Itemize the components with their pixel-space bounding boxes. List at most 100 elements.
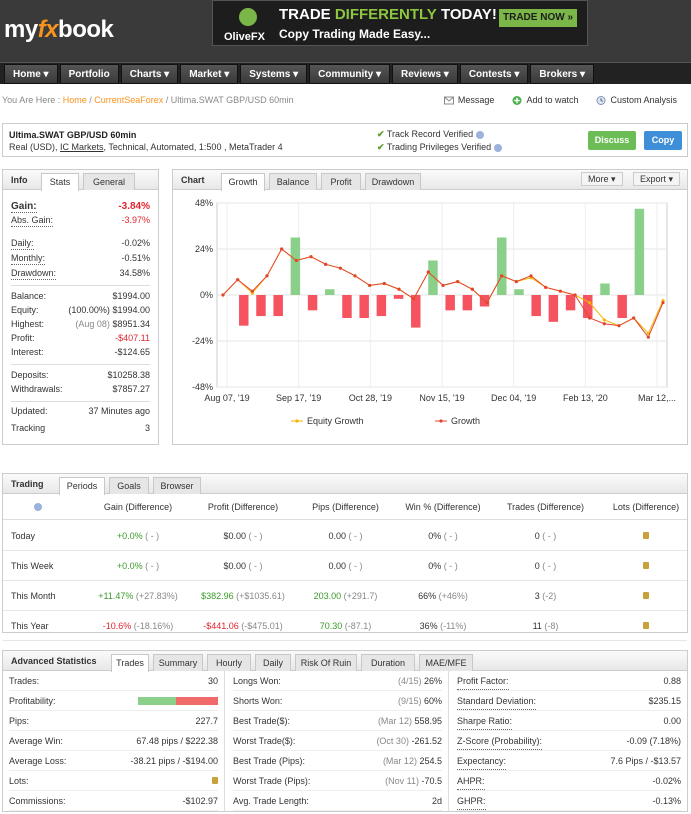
- tab-trades[interactable]: Trades: [111, 654, 149, 672]
- legend-equity-growth[interactable]: Equity Growth: [307, 416, 364, 426]
- tab-hourly[interactable]: Hourly: [207, 654, 251, 671]
- lots-cell[interactable]: [603, 611, 689, 640]
- growth-point[interactable]: [602, 322, 606, 326]
- monthly-bar[interactable]: [256, 295, 266, 317]
- custom-analysis-button[interactable]: Custom Analysis: [596, 95, 677, 105]
- info-icon[interactable]: [494, 143, 503, 152]
- monthly-bar[interactable]: [325, 289, 335, 295]
- monthly-bar[interactable]: [359, 295, 369, 318]
- growth-point[interactable]: [412, 297, 416, 301]
- growth-point[interactable]: [573, 293, 577, 297]
- growth-point[interactable]: [617, 324, 621, 328]
- growth-point[interactable]: [368, 283, 372, 288]
- growth-point[interactable]: [646, 335, 650, 339]
- growth-point[interactable]: [353, 274, 357, 278]
- tab-balance[interactable]: Balance: [269, 173, 317, 190]
- growth-point[interactable]: [485, 301, 489, 305]
- monthly-bar[interactable]: [290, 237, 301, 296]
- equity-growth-point[interactable]: [602, 318, 606, 322]
- nav-item-2[interactable]: Charts ▾: [120, 64, 179, 84]
- ad-trade-now-button[interactable]: TRADE NOW »: [499, 9, 577, 27]
- growth-point[interactable]: [514, 279, 518, 284]
- growth-point[interactable]: [529, 274, 533, 278]
- info-icon[interactable]: [476, 130, 485, 139]
- monthly-bar[interactable]: [600, 283, 610, 296]
- growth-point[interactable]: [558, 289, 562, 293]
- export-dropdown[interactable]: Export ▾: [633, 172, 681, 186]
- broker-link[interactable]: IC Markets: [60, 142, 104, 152]
- monthly-bar[interactable]: [445, 295, 455, 311]
- monthly-bar[interactable]: [497, 237, 507, 296]
- tab-profit[interactable]: Profit: [321, 173, 361, 190]
- monthly-bar[interactable]: [393, 295, 404, 299]
- growth-point[interactable]: [470, 287, 474, 291]
- tab-summary[interactable]: Summary: [153, 654, 203, 671]
- nav-item-1[interactable]: Portfolio: [59, 64, 119, 84]
- monthly-bar[interactable]: [531, 295, 541, 317]
- legend-growth[interactable]: Growth: [451, 416, 480, 426]
- growth-point[interactable]: [588, 316, 592, 320]
- nav-item-0[interactable]: Home ▾: [4, 64, 58, 84]
- tab-growth[interactable]: Growth: [221, 173, 265, 191]
- monthly-bar[interactable]: [548, 295, 559, 322]
- monthly-bar[interactable]: [273, 295, 283, 317]
- monthly-bar[interactable]: [617, 295, 627, 318]
- tab-mae-mfe[interactable]: MAE/MFE: [419, 654, 473, 671]
- growth-point[interactable]: [632, 316, 636, 320]
- add-to-watch-button[interactable]: Add to watch: [512, 95, 578, 105]
- growth-point[interactable]: [544, 285, 548, 289]
- growth-point[interactable]: [382, 281, 386, 286]
- breadcrumb-home-link[interactable]: Home: [62, 95, 87, 105]
- nav-item-3[interactable]: Market ▾: [180, 64, 239, 84]
- nav-item-4[interactable]: Systems ▾: [240, 64, 308, 84]
- monthly-bar[interactable]: [462, 295, 473, 311]
- nav-item-5[interactable]: Community ▾: [309, 64, 390, 84]
- nav-item-6[interactable]: Reviews ▾: [391, 64, 458, 84]
- monthly-bar[interactable]: [239, 295, 249, 326]
- equity-growth-point[interactable]: [588, 301, 592, 305]
- lots-cell[interactable]: [603, 581, 689, 610]
- growth-point[interactable]: [397, 287, 401, 291]
- growth-point[interactable]: [309, 255, 313, 259]
- tab-goals[interactable]: Goals: [109, 477, 149, 494]
- tab-duration[interactable]: Duration: [361, 654, 415, 671]
- discuss-button[interactable]: Discuss: [588, 131, 636, 150]
- tab-stats[interactable]: Stats: [41, 173, 79, 191]
- more-dropdown[interactable]: More ▾: [581, 172, 623, 186]
- monthly-bar[interactable]: [428, 260, 438, 296]
- tab-drawdown[interactable]: Drawdown: [365, 173, 421, 190]
- nav-item-8[interactable]: Brokers ▾: [530, 64, 595, 84]
- monthly-bar[interactable]: [565, 295, 576, 311]
- monthly-bar[interactable]: [514, 289, 524, 295]
- breadcrumb-user-link[interactable]: CurrentSeaForex: [94, 95, 164, 105]
- lock-icon[interactable]: [212, 777, 218, 784]
- growth-point[interactable]: [280, 247, 284, 251]
- message-button[interactable]: Message: [443, 95, 494, 105]
- growth-point[interactable]: [426, 270, 430, 274]
- growth-point[interactable]: [294, 258, 298, 263]
- tab-browser[interactable]: Browser: [153, 477, 201, 494]
- growth-point[interactable]: [338, 266, 342, 270]
- monthly-bar[interactable]: [342, 295, 352, 318]
- nav-item-7[interactable]: Contests ▾: [459, 64, 529, 84]
- monthly-bar[interactable]: [376, 295, 387, 317]
- tab-periods[interactable]: Periods: [59, 477, 105, 495]
- monthly-bar[interactable]: [634, 208, 645, 295]
- growth-point[interactable]: [661, 301, 665, 305]
- myfxbook-logo[interactable]: myfxbook: [4, 16, 114, 43]
- growth-point[interactable]: [265, 274, 269, 278]
- olivefx-ad-banner[interactable]: OliveFX TRADE DIFFERENTLY TODAY! Copy Tr…: [212, 0, 588, 46]
- tab-daily[interactable]: Daily: [255, 654, 291, 671]
- tab-general[interactable]: General: [83, 173, 135, 190]
- tab-risk-of-ruin[interactable]: Risk Of Ruin: [295, 654, 357, 671]
- lots-cell[interactable]: [603, 551, 689, 580]
- monthly-bar[interactable]: [411, 295, 421, 328]
- monthly-bar[interactable]: [583, 295, 593, 318]
- growth-point[interactable]: [236, 278, 240, 282]
- growth-point[interactable]: [500, 274, 504, 278]
- growth-point[interactable]: [250, 289, 254, 293]
- growth-point[interactable]: [221, 293, 225, 297]
- copy-button[interactable]: Copy: [644, 131, 682, 150]
- monthly-bar[interactable]: [307, 295, 318, 311]
- growth-point[interactable]: [324, 262, 328, 266]
